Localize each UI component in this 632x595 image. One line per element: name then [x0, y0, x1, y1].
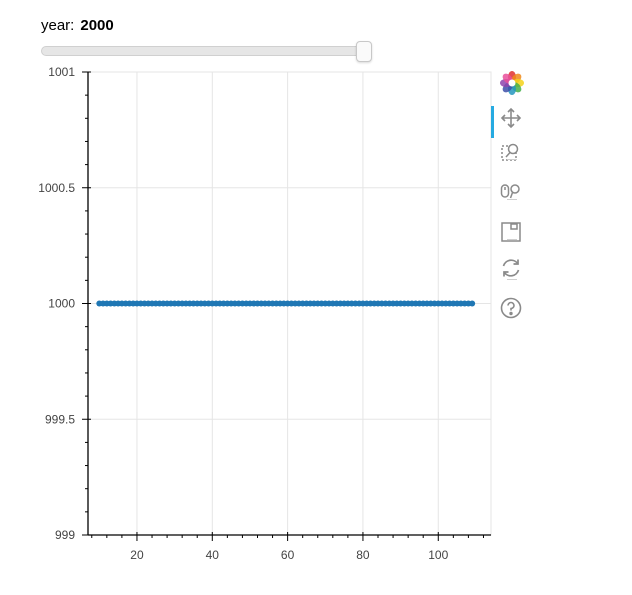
x-tick-label: 20: [130, 548, 144, 562]
year-slider-handle[interactable]: [356, 41, 372, 62]
x-tick-label: 100: [428, 548, 448, 562]
toolbar-separator: [507, 279, 517, 280]
pan-icon: [499, 106, 523, 135]
bokeh-logo-tool: [491, 68, 531, 98]
toolbar-separator: [507, 239, 517, 240]
reset-tool[interactable]: [491, 254, 531, 284]
y-tick-label: 1000: [48, 297, 75, 311]
y-tick-label: 1000.5: [38, 181, 75, 195]
wheel-zoom-icon: [499, 180, 523, 209]
scatter-series: [96, 300, 476, 307]
toolbar-separator: [507, 199, 517, 200]
reset-icon: [499, 256, 523, 285]
pan-tool[interactable]: [491, 104, 531, 138]
help-icon: [499, 296, 523, 325]
data-point: [469, 300, 476, 307]
slider-value: 2000: [80, 17, 114, 34]
wheel-zoom-tool[interactable]: [491, 178, 531, 208]
help-tool[interactable]: [491, 294, 531, 324]
save-tool[interactable]: [491, 218, 531, 248]
y-tick-label: 999.5: [45, 412, 75, 426]
x-tick-label: 40: [206, 548, 220, 562]
bokeh-logo-icon: [499, 70, 525, 101]
save-icon: [499, 220, 523, 249]
box-zoom-tool[interactable]: [491, 138, 531, 168]
slider-title-label: year:: [41, 17, 75, 34]
axes: 999 999.5 1000 1000.5 1001 20 40 60 80 100: [38, 65, 491, 562]
slider-title: year: 2000: [41, 17, 114, 34]
x-tick-label: 80: [356, 548, 370, 562]
x-tick-label: 60: [281, 548, 295, 562]
toolbar-separator: [507, 159, 517, 160]
box-zoom-icon: [499, 140, 523, 169]
y-tick-label: 999: [55, 528, 75, 542]
y-tick-label: 1001: [48, 65, 75, 79]
